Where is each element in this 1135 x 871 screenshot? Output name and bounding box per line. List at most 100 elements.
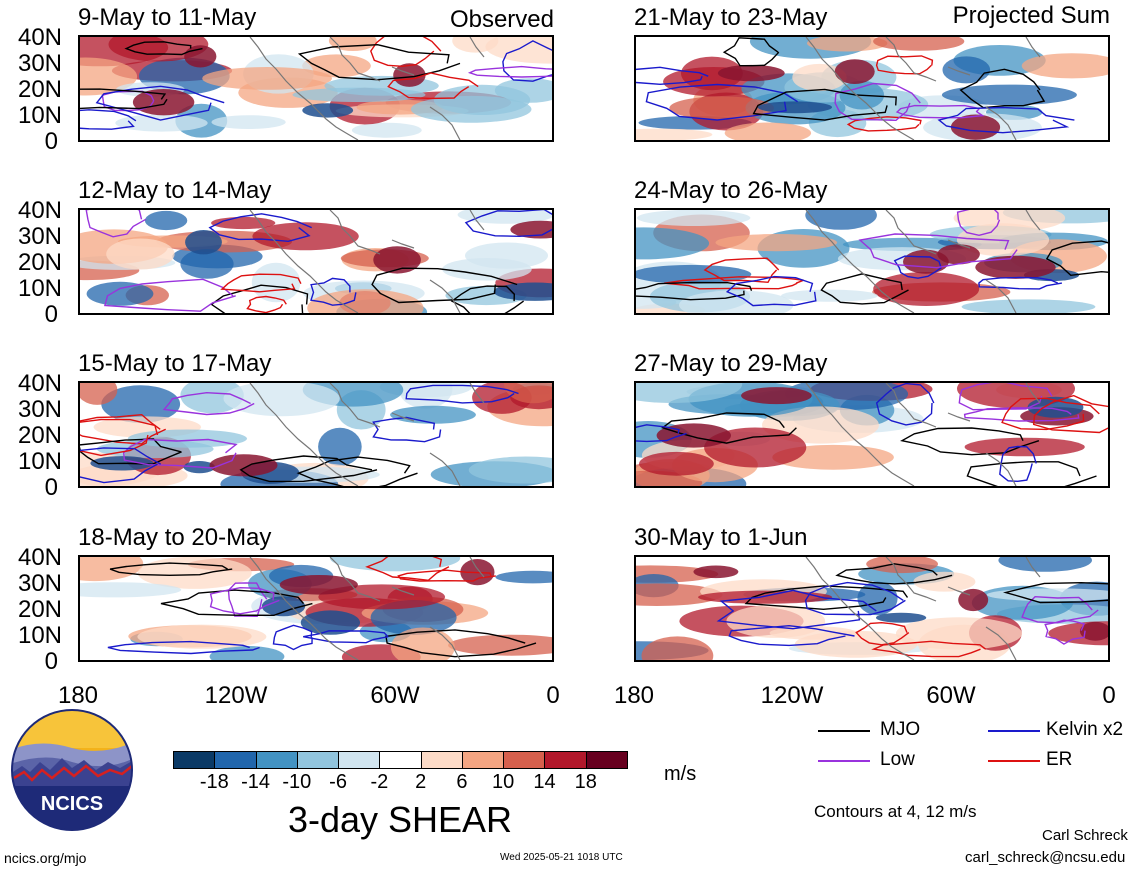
colorbar-labels: -18 -14 -10 -6 -2 2 6 10 14 18	[173, 772, 627, 794]
shear-anomaly-blob	[895, 617, 1023, 650]
contour-line	[959, 68, 1046, 109]
shear-anomaly-blob	[137, 557, 252, 589]
legend-low-label: Low	[880, 749, 915, 770]
contour-line	[834, 82, 921, 122]
contour-line	[370, 37, 442, 68]
coastline	[805, 210, 1041, 313]
contour-line	[835, 563, 953, 585]
shear-anomaly-blob	[669, 96, 774, 120]
shear-anomaly-blob	[805, 210, 877, 230]
shear-anomaly-blob	[307, 289, 424, 313]
shear-anomaly-blob	[468, 456, 552, 484]
shear-anomaly-blob	[913, 571, 976, 592]
shear-anomaly-core	[302, 103, 354, 118]
projected-sum-label: Projected Sum	[952, 2, 1110, 29]
contour-line	[858, 233, 1018, 269]
shear-anomaly-core	[975, 255, 1056, 279]
y-tick-30n: 30N	[17, 570, 62, 597]
panel-title-2: 21-May to 23-May	[634, 4, 828, 31]
y-tick-10n: 10N	[17, 275, 62, 302]
contour-line	[296, 456, 418, 486]
contour-line	[703, 257, 780, 284]
shear-anomaly-blob	[636, 128, 713, 140]
contour-line	[303, 630, 389, 644]
map-graphic	[80, 210, 552, 313]
contour-line	[85, 210, 147, 238]
colorbar-tick-label: 10	[492, 771, 515, 793]
colorbar-swatch	[544, 751, 587, 769]
x-tick-0: 0	[546, 682, 560, 709]
shear-anomaly-blob	[410, 95, 532, 123]
shear-anomaly-blob	[961, 299, 1096, 313]
contour-line	[365, 557, 450, 582]
legend-er-line	[988, 760, 1040, 762]
map-panel-4	[634, 208, 1110, 315]
colorbar-swatch	[585, 751, 628, 769]
contour-line	[722, 37, 780, 67]
contour-line	[875, 383, 935, 426]
contour-line	[387, 72, 479, 100]
shear-anomaly-blob	[211, 115, 286, 129]
shear-anomaly-blob	[485, 37, 552, 64]
shear-anomaly-blob	[1021, 53, 1108, 79]
y-tick-30n: 30N	[17, 50, 62, 77]
coastline	[249, 557, 485, 660]
legend-kelvin-label: Kelvin x2	[1046, 719, 1124, 740]
colorbar-swatch	[296, 751, 340, 769]
map-panel-6	[634, 381, 1110, 488]
panel-title-3: 12-May to 14-May	[78, 177, 272, 204]
shear-anomaly-blob	[144, 210, 188, 231]
logo-text: NCICS	[41, 793, 103, 815]
contour-line	[272, 624, 313, 651]
shear-anomaly-core	[279, 575, 358, 595]
website-link[interactable]: ncics.org/mjo	[4, 850, 87, 866]
shear-anomaly-core	[493, 282, 552, 301]
contour-line	[937, 106, 1075, 134]
y-tick-30n: 30N	[17, 223, 62, 250]
author-name: Carl Schreck	[1042, 827, 1128, 844]
contour-line	[716, 589, 877, 630]
contour-line	[104, 278, 236, 312]
shear-anomaly-core	[950, 114, 1001, 140]
shear-anomaly-core	[1079, 621, 1108, 641]
contour-line	[645, 83, 798, 121]
map-graphic	[80, 557, 552, 660]
contour-line	[239, 455, 378, 483]
panel-title-6: 27-May to 29-May	[634, 350, 828, 377]
shear-anomaly-blob	[942, 56, 991, 84]
contour-line	[122, 438, 238, 469]
y-tick-0: 0	[44, 128, 58, 155]
shear-anomaly-core	[937, 244, 980, 265]
contour-line	[209, 586, 280, 615]
map-panel-8	[634, 555, 1110, 662]
shear-anomaly-blob	[781, 289, 878, 302]
legend-mjo-line	[818, 730, 870, 732]
shear-anomaly-blob	[106, 238, 175, 270]
shear-anomaly-core	[132, 89, 195, 116]
author-email[interactable]: carl_schreck@ncsu.edu	[965, 849, 1126, 866]
shear-anomaly-blob	[679, 290, 794, 313]
colorbar-tick-label: 14	[533, 771, 556, 793]
colorbar-swatch	[255, 751, 298, 769]
colorbar-swatch	[338, 751, 381, 769]
legend-kelvin-line	[988, 730, 1040, 732]
x-tick-120w: 120W	[760, 682, 824, 709]
colorbar-swatch	[503, 751, 546, 769]
colorbar-swatch	[214, 751, 257, 769]
y-tick-10n: 10N	[17, 622, 62, 649]
shear-anomaly-blob	[127, 429, 247, 448]
x-tick-0: 0	[1102, 682, 1116, 709]
shear-anomaly-blob	[292, 87, 426, 102]
contour-line	[371, 267, 518, 304]
contour-line	[725, 275, 817, 307]
shear-anomaly-core	[373, 246, 421, 274]
colorbar-tick-label: -18	[199, 771, 229, 793]
x-tick-180: 180	[57, 682, 99, 709]
coastline	[805, 383, 1041, 486]
y-tick-20n: 20N	[17, 422, 62, 449]
shear-anomaly-core	[757, 101, 832, 114]
contour-line	[397, 569, 496, 582]
shear-anomaly-blob	[223, 383, 340, 417]
contour-line	[966, 461, 1097, 486]
legend-mjo-label: MJO	[880, 719, 921, 740]
